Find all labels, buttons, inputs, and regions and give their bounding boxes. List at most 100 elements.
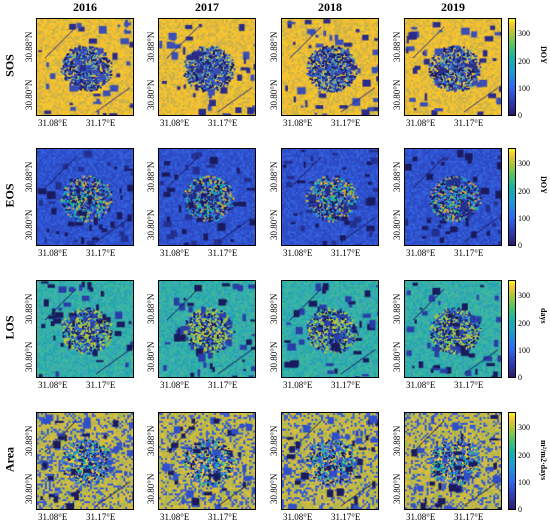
x-tick-label: 31.08°E (283, 248, 313, 258)
x-tick-label: 31.08°E (406, 118, 436, 128)
map-raster (159, 19, 255, 115)
colorbar-tick: 0 (518, 241, 522, 250)
y-tick-label: 30.88°N (24, 425, 34, 456)
colorbar-tick: 300 (518, 423, 530, 433)
map-panel-los-2019 (404, 280, 502, 378)
x-tick-label: 31.08°E (160, 380, 190, 390)
colorbar-unit-area: m²/m2·days (539, 440, 548, 481)
colorbar-unit-eos: DOY (539, 176, 548, 194)
y-tick-label: 30.88°N (146, 425, 156, 456)
x-tick-label: 31.08°E (283, 118, 313, 128)
colorbar-unit-sos: DOY (539, 46, 548, 64)
x-tick-label: 31.17°E (86, 512, 116, 522)
colorbar-sos (508, 18, 516, 116)
y-tick-label: 30.80°N (269, 209, 279, 240)
y-tick-label: 30.80°N (146, 473, 156, 504)
map-panel-eos-2018 (281, 148, 379, 246)
x-tick-label: 31.17°E (454, 380, 484, 390)
map-raster (282, 19, 378, 115)
y-tick-label: 30.88°N (24, 293, 34, 324)
y-tick-label: 30.80°N (24, 473, 34, 504)
colorbar-tick: 0 (518, 373, 522, 382)
x-tick-label: 31.17°E (208, 248, 238, 258)
colorbar-tick: 200 (518, 56, 530, 66)
map-raster (37, 149, 133, 245)
map-raster (37, 19, 133, 115)
row-label-eos: EOS (2, 183, 17, 208)
colorbar-tick: 100 (518, 345, 530, 355)
y-tick-label: 30.80°N (392, 341, 402, 372)
x-tick-label: 31.17°E (208, 118, 238, 128)
map-raster (37, 413, 133, 509)
colorbar-tick: 200 (518, 318, 530, 328)
x-tick-label: 31.17°E (86, 118, 116, 128)
map-raster (159, 281, 255, 377)
map-panel-area-2018 (281, 412, 379, 510)
y-tick-label: 30.88°N (24, 31, 34, 62)
y-tick-label: 30.80°N (24, 209, 34, 240)
y-tick-label: 30.80°N (146, 341, 156, 372)
map-panel-los-2017 (158, 280, 256, 378)
colorbar-unit-los: days (539, 308, 548, 324)
y-tick-label: 30.80°N (269, 473, 279, 504)
y-tick-label: 30.80°N (146, 209, 156, 240)
colorbar-tick: 200 (518, 450, 530, 460)
map-raster (282, 281, 378, 377)
x-tick-label: 31.17°E (331, 380, 361, 390)
colorbar-tick: 300 (518, 159, 530, 169)
y-tick-label: 30.88°N (392, 31, 402, 62)
map-panel-area-2016 (36, 412, 134, 510)
map-raster (159, 149, 255, 245)
y-tick-label: 30.88°N (146, 161, 156, 192)
x-tick-label: 31.17°E (454, 248, 484, 258)
x-tick-label: 31.17°E (331, 118, 361, 128)
x-tick-label: 31.17°E (331, 248, 361, 258)
x-tick-label: 31.08°E (283, 380, 313, 390)
x-tick-label: 31.08°E (38, 118, 68, 128)
y-tick-label: 30.88°N (392, 425, 402, 456)
x-tick-label: 31.08°E (406, 248, 436, 258)
column-title-2019: 2019 (441, 0, 465, 14)
y-tick-label: 30.80°N (392, 79, 402, 110)
x-tick-label: 31.17°E (208, 512, 238, 522)
y-tick-label: 30.80°N (269, 341, 279, 372)
map-raster (405, 413, 501, 509)
x-tick-label: 31.08°E (38, 512, 68, 522)
y-tick-label: 30.88°N (269, 31, 279, 62)
x-tick-label: 31.17°E (454, 512, 484, 522)
y-tick-label: 30.88°N (146, 31, 156, 62)
y-tick-label: 30.80°N (146, 79, 156, 110)
map-raster (159, 413, 255, 509)
y-tick-label: 30.80°N (24, 341, 34, 372)
row-label-area: Area (2, 446, 17, 473)
y-tick-label: 30.88°N (269, 161, 279, 192)
y-tick-label: 30.88°N (24, 161, 34, 192)
x-tick-label: 31.17°E (454, 118, 484, 128)
map-panel-eos-2016 (36, 148, 134, 246)
row-label-los: LOS (2, 315, 17, 340)
map-panel-sos-2019 (404, 18, 502, 116)
x-tick-label: 31.08°E (38, 248, 68, 258)
colorbar-tick: 100 (518, 213, 530, 223)
x-tick-label: 31.08°E (283, 512, 313, 522)
colorbar-tick: 300 (518, 29, 530, 39)
colorbar-tick: 100 (518, 83, 530, 93)
y-tick-label: 30.80°N (392, 473, 402, 504)
map-panel-area-2017 (158, 412, 256, 510)
x-tick-label: 31.08°E (406, 380, 436, 390)
x-tick-label: 31.08°E (38, 380, 68, 390)
map-panel-eos-2017 (158, 148, 256, 246)
map-raster (282, 413, 378, 509)
map-raster (37, 281, 133, 377)
x-tick-label: 31.17°E (86, 248, 116, 258)
map-panel-sos-2016 (36, 18, 134, 116)
y-tick-label: 30.88°N (269, 293, 279, 324)
colorbar-los (508, 280, 516, 378)
y-tick-label: 30.88°N (392, 161, 402, 192)
map-raster (282, 149, 378, 245)
y-tick-label: 30.88°N (146, 293, 156, 324)
colorbar-eos (508, 148, 516, 246)
map-raster (405, 149, 501, 245)
y-tick-label: 30.80°N (392, 209, 402, 240)
